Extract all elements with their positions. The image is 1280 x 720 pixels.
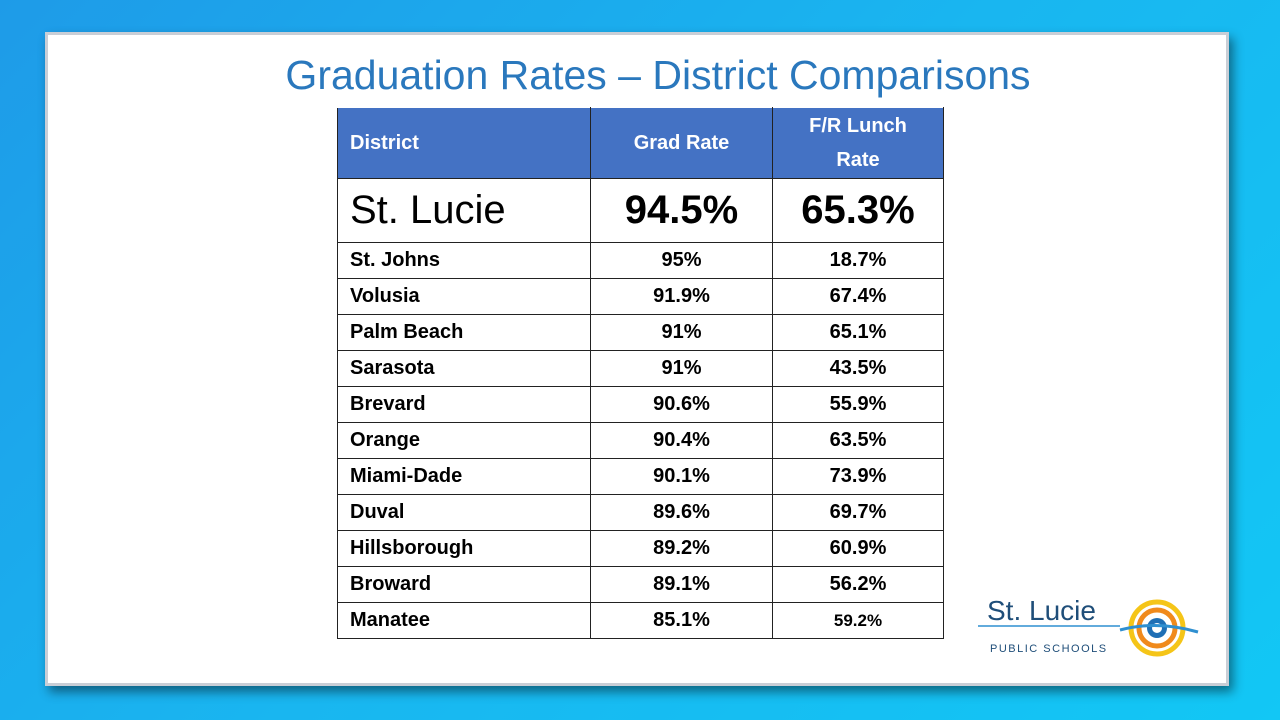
- rate-cell: 91%: [590, 314, 773, 351]
- district-cell: Orange: [337, 422, 591, 459]
- rate-cell: 65.1%: [772, 314, 944, 351]
- rate-cell: 43.5%: [772, 350, 944, 387]
- header-cell: F/R Lunch Rate: [772, 107, 944, 179]
- logo-wave: [1119, 623, 1199, 634]
- table-row: Miami-Dade 90.1% 73.9%: [337, 458, 944, 495]
- rate-cell: 60.9%: [772, 530, 944, 567]
- table-row: Manatee 85.1% 59.2%: [337, 602, 944, 639]
- district-cell: Brevard: [337, 386, 591, 423]
- header-cell: Grad Rate: [590, 107, 773, 179]
- rate-cell: 91%: [590, 350, 773, 387]
- table-row: St. Lucie 94.5% 65.3%: [337, 178, 944, 243]
- slide-title: Graduation Rates – District Comparisons: [285, 52, 1031, 98]
- rate-cell: 63.5%: [772, 422, 944, 459]
- rate-cell: 89.1%: [590, 566, 773, 603]
- rate-cell: 95%: [590, 242, 773, 279]
- district-cell: St. Johns: [337, 242, 591, 279]
- rate-cell: 85.1%: [590, 602, 773, 639]
- rate-cell: 94.5%: [590, 178, 773, 243]
- table-row: Sarasota 91% 43.5%: [337, 350, 944, 387]
- header-row: District Grad Rate F/R Lunch Rate: [337, 107, 944, 179]
- district-cell: Palm Beach: [337, 314, 591, 351]
- table-row: Brevard 90.6% 55.9%: [337, 386, 944, 423]
- rate-cell: 90.1%: [590, 458, 773, 495]
- table-header: District Grad Rate F/R Lunch Rate: [337, 107, 944, 179]
- rate-cell: 89.2%: [590, 530, 773, 567]
- table-row: Volusia 91.9% 67.4%: [337, 278, 944, 315]
- rate-cell: 91.9%: [590, 278, 773, 315]
- district-cell: Hillsborough: [337, 530, 591, 567]
- comparison-table: District Grad Rate F/R Lunch Rate St. Luci…: [337, 107, 944, 639]
- rate-cell: 90.4%: [590, 422, 773, 459]
- table-row: Broward 89.1% 56.2%: [337, 566, 944, 603]
- rate-cell: 69.7%: [772, 494, 944, 531]
- rate-cell: 55.9%: [772, 386, 944, 423]
- district-cell: Miami-Dade: [337, 458, 591, 495]
- district-cell: Manatee: [337, 602, 591, 639]
- rate-cell: 18.7%: [772, 242, 944, 279]
- district-cell: Sarasota: [337, 350, 591, 387]
- rate-cell: 90.6%: [590, 386, 773, 423]
- rate-cell: 59.2%: [772, 602, 944, 639]
- rate-cell: 56.2%: [772, 566, 944, 603]
- rate-cell: 73.9%: [772, 458, 944, 495]
- table-body: St. Lucie 94.5% 65.3% St. Johns 95% 18.7% Volu…: [337, 178, 944, 639]
- table-row: Duval 89.6% 69.7%: [337, 494, 944, 531]
- logo-subtitle: PUBLIC SCHOOLS: [990, 643, 1108, 655]
- rate-cell: 65.3%: [772, 178, 944, 243]
- table-row: St. Johns 95% 18.7%: [337, 242, 944, 279]
- logo-graphic: [978, 599, 1199, 657]
- logo-name: St. Lucie: [987, 595, 1096, 626]
- district-cell: Volusia: [337, 278, 591, 315]
- table-row: Orange 90.4% 63.5%: [337, 422, 944, 459]
- district-cell: St. Lucie: [337, 178, 591, 243]
- header-cell: District: [337, 107, 591, 179]
- rate-cell: 89.6%: [590, 494, 773, 531]
- district-cell: Duval: [337, 494, 591, 531]
- table-row: Palm Beach 91% 65.1%: [337, 314, 944, 351]
- table-row: Hillsborough 89.2% 60.9%: [337, 530, 944, 567]
- district-cell: Broward: [337, 566, 591, 603]
- rate-cell: 67.4%: [772, 278, 944, 315]
